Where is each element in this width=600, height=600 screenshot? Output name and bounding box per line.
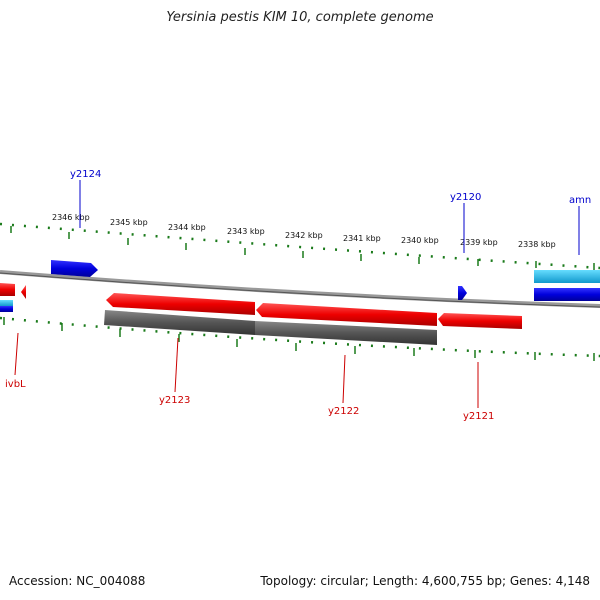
scale-label: 2344 kbp bbox=[168, 223, 206, 232]
gene-label-y2124: y2124 bbox=[70, 169, 101, 180]
inner-major-ticks bbox=[3, 317, 595, 361]
forward-genes bbox=[0, 260, 600, 312]
scale-label: 2339 kbp bbox=[460, 238, 498, 247]
gene-label-y2120: y2120 bbox=[450, 192, 481, 203]
genome-backbone bbox=[0, 270, 600, 308]
reverse-gene-labels: ivbL y2123 y2122 y2121 bbox=[5, 379, 494, 422]
genome-summary-text: Topology: circular; Length: 4,600,755 bp… bbox=[260, 574, 590, 588]
gene-small-reverse-feature bbox=[21, 285, 26, 299]
scale-label: 2345 kbp bbox=[110, 218, 148, 227]
inner-tick-track bbox=[0, 316, 600, 358]
gene-label-y2123: y2123 bbox=[159, 395, 190, 406]
gene-y2120-feature bbox=[458, 286, 467, 300]
scale-label: 2338 kbp bbox=[518, 240, 556, 249]
gene-label-y2122: y2122 bbox=[328, 406, 359, 417]
pseudogene-feature-2 bbox=[255, 321, 437, 345]
gene-amn-feature bbox=[534, 288, 600, 301]
accession-value: Accession: NC_004088 bbox=[9, 574, 146, 588]
pseudogene-feature-1 bbox=[104, 310, 255, 335]
reverse-genes bbox=[0, 283, 522, 345]
gene-amn-rna-feature bbox=[534, 270, 600, 283]
gene-y2122-feature bbox=[256, 303, 437, 326]
gene-left-forward-feature bbox=[0, 300, 13, 306]
gene-label-y2121: y2121 bbox=[463, 411, 494, 422]
scale-label: 2342 kbp bbox=[285, 231, 323, 240]
gene-ivbL-feature bbox=[0, 283, 15, 296]
map-title: Yersinia pestis KIM 10, complete genome bbox=[166, 10, 434, 25]
scale-label: 2346 kbp bbox=[52, 213, 90, 222]
gene-left-forward-feature-2 bbox=[0, 306, 13, 312]
scale-label: 2340 kbp bbox=[401, 236, 439, 245]
scale-labels: 2346 kbp 2345 kbp 2344 kbp 2343 kbp 2342… bbox=[52, 213, 556, 249]
accession-text: Accession: NC_004088 bbox=[9, 574, 145, 588]
outer-tick-track bbox=[0, 222, 600, 270]
outer-major-ticks bbox=[10, 226, 595, 270]
gene-y2121-feature bbox=[438, 313, 522, 329]
gene-y2124-feature bbox=[51, 260, 98, 277]
scale-label: 2341 kbp bbox=[343, 234, 381, 243]
gene-label-amn: amn bbox=[569, 195, 591, 206]
forward-gene-labels: y2124 y2120 amn bbox=[70, 169, 591, 206]
gene-label-ivbL: ivbL bbox=[5, 379, 26, 390]
genome-summary-value: Topology: circular; Length: 4,600,755 bp… bbox=[260, 574, 590, 588]
label-leaders bbox=[14, 180, 580, 408]
scale-label: 2343 kbp bbox=[227, 227, 265, 236]
gene-y2123-feature bbox=[106, 293, 255, 315]
